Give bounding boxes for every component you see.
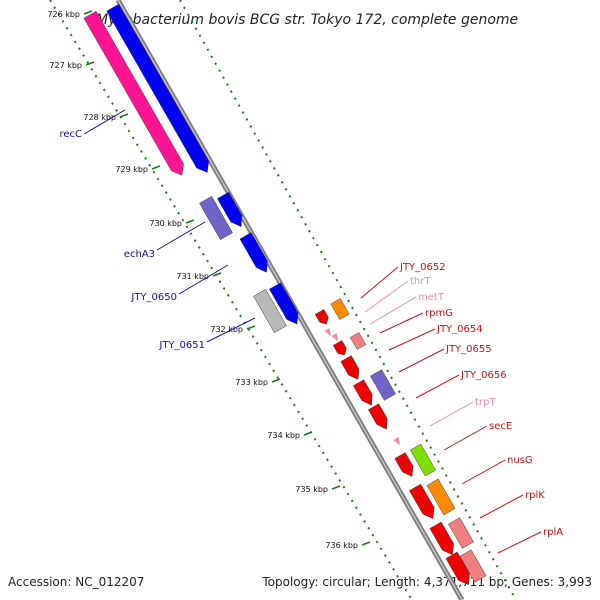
tick-label: 729 kbp	[115, 165, 148, 174]
gene-label-jty_0650[interactable]: JTY_0650	[130, 292, 177, 303]
leader-line	[364, 280, 409, 313]
gene-label-rpla[interactable]: rplA	[543, 527, 563, 538]
gene-label-mett[interactable]: metT	[418, 292, 445, 303]
gene-label-sece[interactable]: secE	[489, 421, 512, 432]
leader-line	[156, 221, 206, 251]
leader-line	[429, 401, 474, 427]
gene-orange-nusG[interactable]	[426, 478, 456, 516]
genome-summary: Topology: circular; Length: 4,371,711 bp…	[261, 575, 592, 589]
tick-label: 736 kbp	[325, 541, 358, 550]
trna-marker[interactable]	[324, 328, 333, 338]
leader-line	[398, 348, 445, 373]
tick-mark	[185, 219, 195, 224]
leader-line	[83, 109, 126, 135]
leader-line	[178, 264, 229, 295]
gene-label-recc[interactable]: recC	[59, 129, 82, 140]
tick-mark	[303, 431, 313, 436]
gene-purple-echA3[interactable]	[199, 196, 233, 240]
tick-mark	[246, 325, 256, 330]
gene-label-jty_0651[interactable]: JTY_0651	[158, 340, 205, 351]
tick-mark	[212, 272, 222, 277]
gene-label-nusg[interactable]: nusG	[507, 455, 533, 466]
gene-red-secE[interactable]	[394, 452, 417, 480]
tick-label: 732 kbp	[210, 325, 243, 334]
tick-label: 727 kbp	[49, 61, 82, 70]
map-title: Mycobacterium bovis BCG str. Tokyo 172, …	[96, 12, 518, 28]
gene-label-jty_0654[interactable]: JTY_0654	[436, 324, 483, 335]
gene-purple-JTY0656[interactable]	[370, 369, 396, 401]
tick-mark	[271, 378, 281, 383]
gene-labels: recC echA3 JTY_0650 JTY_0651 JTY_0652 thrT met…	[59, 109, 563, 554]
trna-marker[interactable]	[393, 437, 402, 447]
kbp-ticks: 726 kbp 727 kbp 728 kbp 729 kbp 730 kbp 731 k…	[47, 10, 371, 550]
tick-label: 731 kbp	[176, 272, 209, 281]
gene-label-echa3[interactable]: echA3	[124, 249, 155, 260]
gene-red-nusG[interactable]	[409, 483, 438, 522]
tick-label: 726 kbp	[47, 10, 80, 19]
leader-line	[206, 317, 256, 343]
gene-red-JTY0655[interactable]	[340, 355, 363, 383]
leader-line	[388, 328, 436, 351]
gene-pink-rplK[interactable]	[448, 517, 474, 549]
tick-mark	[361, 541, 371, 546]
gene-red-JTY0652[interactable]	[314, 309, 331, 326]
leader-line	[497, 531, 542, 554]
tick-label: 735 kbp	[295, 485, 328, 494]
leader-line	[379, 312, 424, 334]
tick-mark	[83, 10, 93, 15]
leader-line	[443, 425, 488, 451]
accession-label: Accession: NC_012207	[8, 575, 144, 589]
ruler-line-right	[179, 0, 517, 600]
leader-line	[461, 459, 506, 485]
gene-gray-JTY0651[interactable]	[253, 289, 287, 333]
ruler-line-left	[49, 0, 413, 600]
tick-label: 728 kbp	[83, 113, 116, 122]
trna-marker[interactable]	[331, 333, 340, 343]
gene-label-rpmg[interactable]: rpmG	[425, 308, 453, 319]
gene-magenta-recC-block[interactable]	[83, 10, 188, 178]
gene-blue-echA3-b[interactable]	[239, 232, 272, 276]
gene-red-JTY0656[interactable]	[353, 379, 376, 409]
tick-mark	[85, 61, 95, 66]
gene-label-thrt[interactable]: thrT	[410, 276, 431, 287]
gene-track	[83, 3, 487, 588]
gene-red-JTY0654[interactable]	[332, 340, 349, 357]
tick-label: 733 kbp	[235, 378, 268, 387]
gene-label-trpt[interactable]: trpT	[475, 397, 496, 408]
tick-label: 730 kbp	[149, 219, 182, 228]
gene-label-jty_0652[interactable]: JTY_0652	[399, 262, 446, 273]
leader-line	[360, 266, 399, 299]
leader-line	[369, 296, 417, 325]
gene-red-rplK[interactable]	[429, 521, 458, 558]
gene-orange-JTY0652[interactable]	[330, 298, 350, 320]
gene-red-trpT[interactable]	[368, 403, 391, 433]
leader-line	[479, 494, 524, 519]
tick-mark	[119, 113, 129, 118]
tick-label: 734 kbp	[267, 431, 300, 440]
gene-blue-recC[interactable]	[106, 3, 214, 176]
tick-mark	[331, 485, 341, 490]
tick-mark	[151, 165, 161, 170]
gene-label-rplk[interactable]: rplK	[525, 490, 545, 501]
gene-pink-rplA[interactable]	[459, 549, 487, 583]
gene-blue-JTY0651[interactable]	[269, 282, 302, 328]
gene-label-jty_0655[interactable]: JTY_0655	[445, 344, 492, 355]
gene-blue-echA3-a[interactable]	[217, 191, 246, 230]
gene-red-rplA[interactable]	[445, 551, 474, 588]
gene-green-secE[interactable]	[410, 443, 436, 477]
leader-line	[415, 374, 460, 399]
gene-pink-rpmG[interactable]	[349, 332, 367, 350]
gene-label-jty_0656[interactable]: JTY_0656	[460, 370, 507, 381]
